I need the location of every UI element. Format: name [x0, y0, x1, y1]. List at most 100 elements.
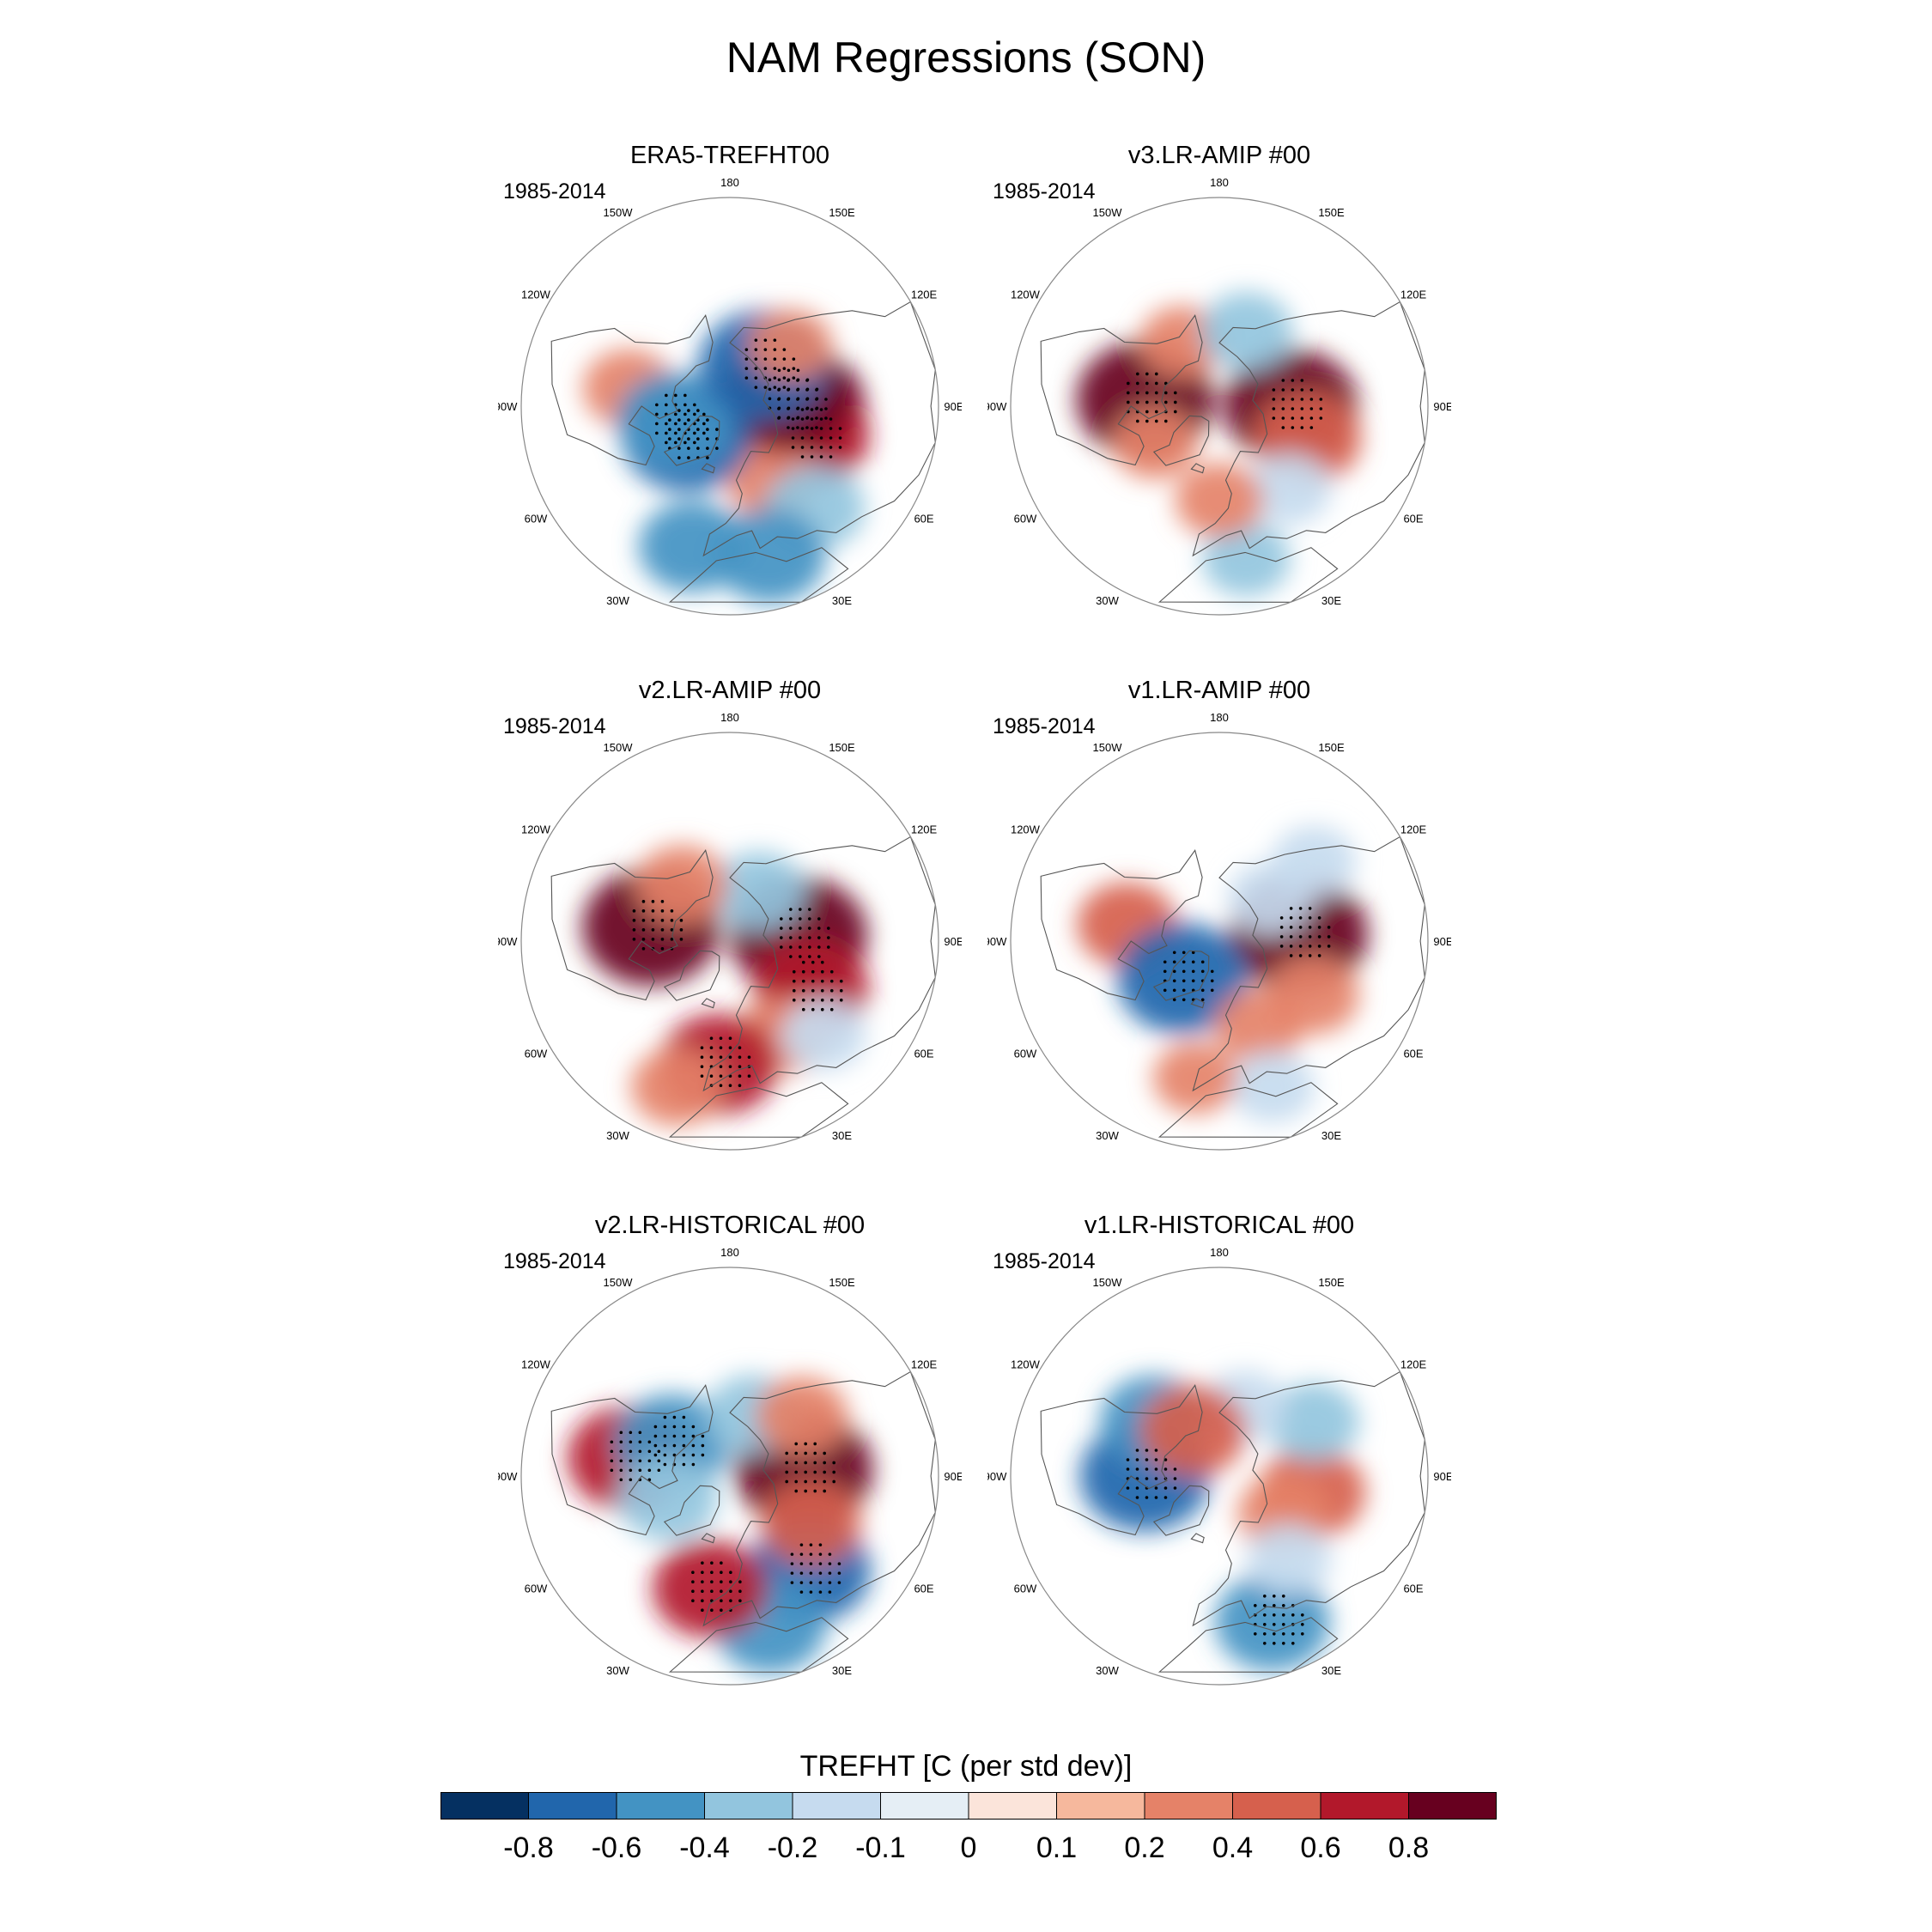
significance-dot: [668, 418, 671, 422]
significance-dot: [1319, 398, 1323, 401]
significance-dot: [1272, 1641, 1276, 1645]
significance-dot: [679, 928, 683, 932]
longitude-label: 120E: [911, 1358, 938, 1371]
significance-dot: [691, 1589, 695, 1593]
significance-dot: [638, 1459, 642, 1463]
significance-dot: [794, 1451, 798, 1455]
significance-dot: [1272, 398, 1276, 401]
coastline: [1192, 301, 1425, 557]
significance-dot: [782, 357, 787, 361]
colorbar-label: 0.2: [1124, 1832, 1164, 1864]
significance-dot: [754, 367, 758, 370]
significance-dot: [829, 417, 833, 421]
significance-dot: [710, 1599, 714, 1602]
significance-dot: [1145, 1477, 1149, 1480]
panel-title: v2.LR-HISTORICAL #00: [594, 1212, 866, 1239]
significance-dot: [1300, 1631, 1304, 1636]
significance-dot: [828, 1571, 832, 1575]
significance-dot: [805, 397, 810, 401]
significance-dot: [1163, 988, 1167, 993]
significance-dot: [796, 416, 800, 420]
significance-dot: [674, 422, 677, 426]
panel-period: 1985-2014: [993, 179, 1096, 204]
longitude-label: 120E: [911, 823, 938, 836]
significance-dot: [1300, 407, 1304, 410]
significance-dot: [1279, 935, 1284, 939]
longitude-label: 60E: [1403, 1048, 1423, 1060]
significance-dot: [683, 412, 687, 416]
significance-dot: [1253, 1631, 1257, 1636]
significance-dot: [720, 1599, 723, 1602]
significance-dot: [706, 447, 709, 450]
significance-dot: [1281, 1631, 1285, 1636]
significance-dot: [638, 1431, 642, 1435]
significance-dot: [773, 386, 777, 389]
significance-dot: [799, 945, 802, 949]
significance-dot: [1319, 416, 1323, 420]
significance-dot: [804, 1479, 807, 1484]
significance-dot: [805, 426, 809, 429]
significance-dot: [1272, 416, 1276, 420]
significance-dot: [728, 1046, 732, 1050]
longitude-label: 120E: [911, 289, 938, 301]
longitude-label: 150W: [1093, 741, 1123, 754]
significance-dot: [691, 1443, 696, 1448]
significance-dot: [1145, 1458, 1149, 1461]
significance-dot: [1327, 945, 1331, 948]
significance-dot: [655, 412, 659, 416]
significance-dot: [701, 1571, 704, 1574]
longitude-label: 90E: [944, 935, 962, 948]
colorbar-label: -0.2: [768, 1832, 818, 1864]
significance-dot: [1172, 951, 1176, 955]
significance-dot: [691, 1599, 695, 1602]
longitude-label: 30W: [606, 1664, 629, 1677]
significance-dot: [813, 1461, 817, 1465]
significance-dot: [738, 1084, 742, 1088]
significance-dot: [804, 1470, 807, 1474]
significance-dot: [653, 1434, 658, 1438]
coastline: [668, 547, 849, 603]
significance-dot: [827, 945, 830, 949]
significance-dot: [792, 376, 796, 380]
map-border: [520, 732, 939, 1151]
significance-dot: [1145, 419, 1149, 423]
coastline: [702, 301, 936, 557]
significance-dot: [660, 928, 665, 932]
significance-dot: [744, 376, 749, 380]
significance-dot: [1300, 379, 1304, 382]
significance-dot: [773, 376, 777, 380]
significance-dot: [811, 988, 815, 993]
significance-dot: [619, 1449, 623, 1454]
significance-dot: [1300, 1613, 1304, 1617]
significance-dot: [811, 960, 815, 964]
significance-dot: [1291, 388, 1295, 392]
significance-dot: [677, 418, 681, 422]
significance-dot: [706, 456, 709, 459]
significance-dot: [809, 1581, 813, 1584]
longitude-label: 120W: [521, 823, 551, 836]
panel-period: 1985-2014: [503, 714, 606, 738]
significance-dot: [738, 1580, 742, 1583]
coastline: [1157, 547, 1339, 603]
significance-dot: [754, 386, 758, 389]
significance-dot: [719, 1036, 723, 1041]
longitude-label: 60E: [914, 1048, 933, 1060]
significance-dot: [1154, 1477, 1158, 1480]
significance-dot: [789, 955, 793, 958]
significance-dot: [1136, 419, 1139, 423]
significance-dot: [792, 988, 796, 993]
significance-dot: [632, 938, 636, 941]
significance-dot: [799, 955, 802, 958]
significance-dot: [837, 1571, 841, 1575]
significance-dot: [794, 1461, 798, 1465]
significance-dot: [1200, 998, 1205, 1002]
significance-dot: [663, 1415, 667, 1419]
coastline: [1157, 1617, 1339, 1673]
longitude-label: 150E: [1318, 206, 1345, 219]
significance-dot: [1289, 945, 1293, 948]
longitude-label: 120W: [521, 1358, 551, 1371]
significance-dot: [706, 418, 709, 422]
significance-dot: [800, 455, 805, 459]
significance-dot: [1163, 960, 1167, 964]
significance-dot: [789, 936, 793, 939]
